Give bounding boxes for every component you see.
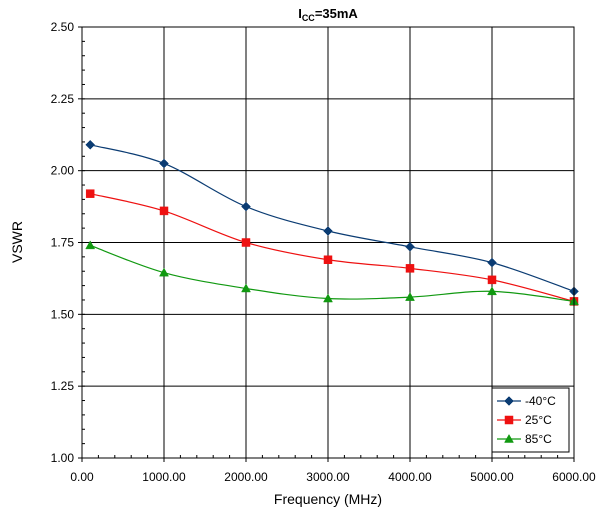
- series-2: [85, 189, 579, 306]
- data-point: [159, 206, 169, 216]
- data-point: [405, 292, 415, 301]
- data-point: [241, 238, 251, 247]
- x-tick-label: 1000.00: [142, 470, 186, 484]
- y-tick-label: 1.75: [51, 236, 75, 250]
- data-point: [487, 275, 497, 285]
- x-tick-label: 3000.00: [306, 470, 350, 484]
- x-tick-label: 6000.00: [552, 470, 596, 484]
- data-point: [487, 257, 497, 268]
- grid-lines: [78, 26, 575, 462]
- y-tick-label: 1.25: [51, 379, 75, 393]
- x-tick-labels: 0.00 1000.00 2000.00 3000.00 4000.00 5000.00 6…: [70, 470, 596, 484]
- y-tick-label: 2.25: [51, 92, 75, 106]
- data-point: [241, 283, 251, 293]
- y-tick-labels: 1.00 1.25 1.50 1.75 2.00 2.25 2.50: [51, 20, 75, 465]
- legend-item: 25°C: [497, 413, 552, 427]
- data-point: [159, 158, 169, 169]
- data-point: [85, 139, 96, 150]
- data-point: [159, 267, 169, 277]
- y-tick-label: 1.50: [51, 307, 75, 321]
- data-point: [85, 189, 95, 198]
- y-tick-label: 2.50: [51, 20, 75, 34]
- data-point: [85, 240, 96, 250]
- legend-label: 25°C: [525, 413, 552, 427]
- legend-label: -40°C: [525, 394, 556, 408]
- y-tick-label: 1.00: [51, 451, 75, 465]
- data-point: [323, 226, 333, 236]
- data-point: [241, 201, 251, 212]
- y-tick-label: 2.00: [51, 164, 75, 178]
- legend-marker: [504, 433, 514, 443]
- plot-area-frame: [81, 26, 575, 459]
- data-point: [405, 241, 415, 252]
- x-tick-label: 0.00: [70, 470, 94, 484]
- legend-item: 85°C: [497, 432, 552, 446]
- y-axis-label: VSWR: [9, 221, 25, 263]
- data-point: [323, 293, 333, 303]
- legend-label: 85°C: [525, 432, 552, 446]
- series-layer: [85, 139, 579, 306]
- data-point: [405, 264, 415, 273]
- data-point: [323, 255, 333, 264]
- legend: -40°C 25°C 85°C: [491, 387, 570, 453]
- series-3: [85, 240, 579, 306]
- legend-marker: [504, 396, 514, 406]
- series-1: [85, 139, 579, 297]
- x-axis-label: Frequency (MHz): [274, 491, 382, 507]
- x-tick-label: 2000.00: [224, 470, 268, 484]
- legend-marker: [504, 415, 514, 425]
- data-point: [487, 286, 497, 296]
- legend-item: -40°C: [497, 394, 556, 408]
- x-tick-label: 5000.00: [470, 470, 514, 484]
- x-tick-label: 4000.00: [388, 470, 432, 484]
- chart-title: ICC=35mA: [298, 6, 358, 23]
